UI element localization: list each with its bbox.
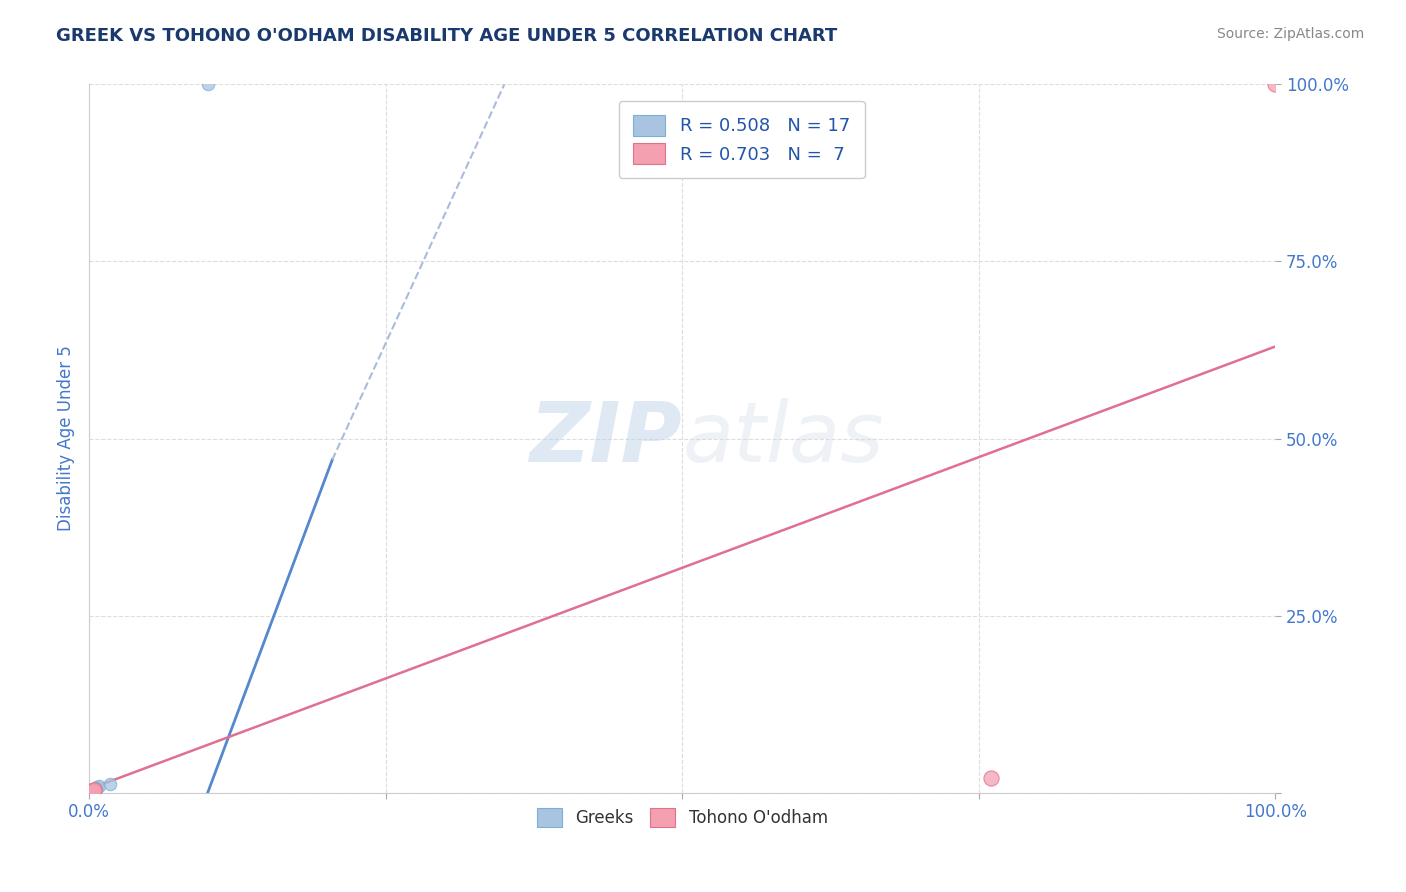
Point (80, 783, 103, 797)
Point (83, 782, 105, 797)
Point (82, 783, 104, 797)
Legend: Greeks, Tohono O'odham: Greeks, Tohono O'odham (530, 801, 834, 834)
Point (84, 782, 107, 797)
Point (84, 782, 107, 797)
Point (84, 780, 107, 795)
Point (100, 777, 122, 791)
Point (82, 782, 104, 797)
Point (84, 782, 107, 797)
Text: GREEK VS TOHONO O'ODHAM DISABILITY AGE UNDER 5 CORRELATION CHART: GREEK VS TOHONO O'ODHAM DISABILITY AGE U… (56, 27, 838, 45)
Point (82, 784, 104, 798)
Point (83, 783, 105, 797)
Point (83, 782, 105, 797)
Point (83, 783, 105, 797)
Point (84, 781, 107, 796)
Point (1264, 78, 1286, 92)
Point (82, 783, 104, 797)
Text: Source: ZipAtlas.com: Source: ZipAtlas.com (1216, 27, 1364, 41)
Point (980, 772, 1002, 786)
Point (197, 78, 219, 92)
Point (80, 784, 103, 798)
Point (83, 782, 105, 797)
Point (82, 783, 104, 797)
Point (86, 780, 108, 794)
Text: atlas: atlas (682, 398, 884, 479)
Text: ZIP: ZIP (530, 398, 682, 479)
Point (87, 779, 110, 793)
Y-axis label: Disability Age Under 5: Disability Age Under 5 (58, 345, 75, 532)
Point (80, 784, 103, 798)
